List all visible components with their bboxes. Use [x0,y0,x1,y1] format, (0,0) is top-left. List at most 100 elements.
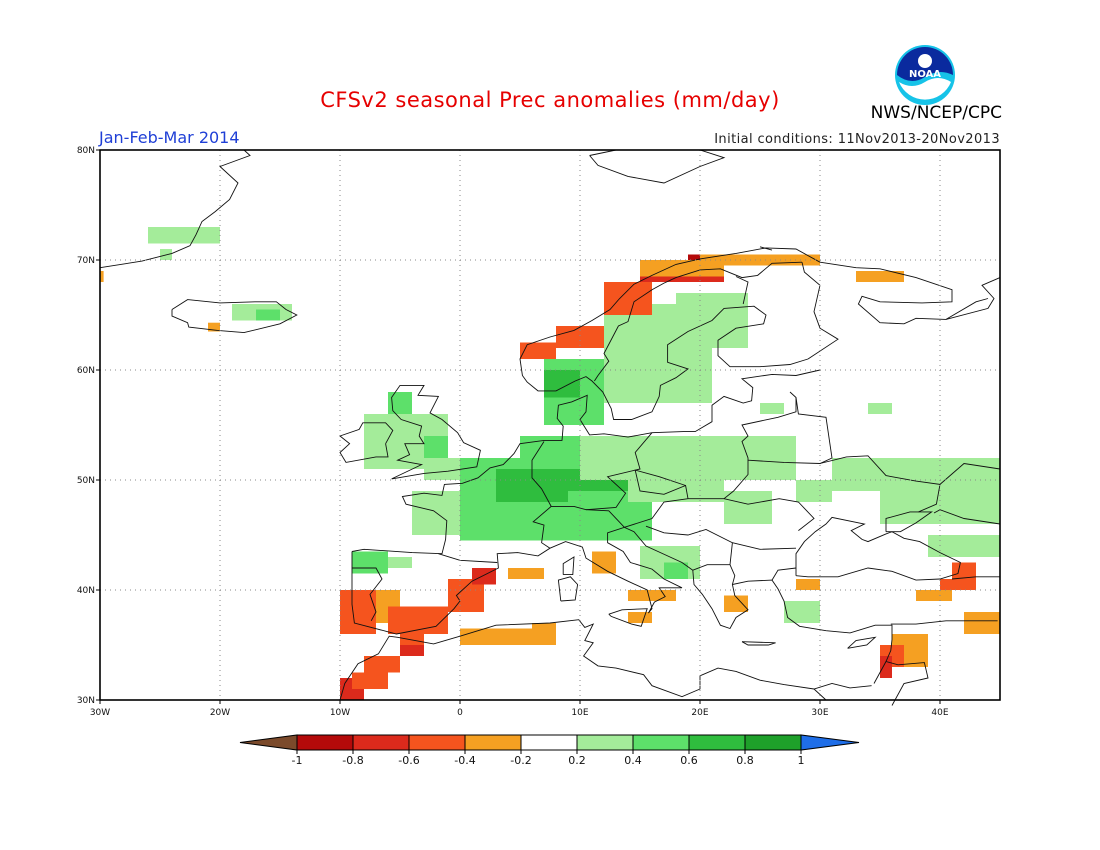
season-label: Jan-Feb-Mar 2014 [99,128,240,147]
coastline [801,262,839,360]
anomaly-patch [796,480,832,502]
coastline [562,556,575,576]
anomaly-patch [868,403,892,414]
anomaly-patch [532,623,556,634]
coastline [933,509,1001,525]
coastline [339,422,394,463]
colorbar-label: -1 [292,754,303,767]
coastline [352,567,383,622]
coastline [890,620,998,625]
colorbar-label: 0.8 [736,754,754,767]
coastline [519,247,821,420]
coastline [759,246,773,251]
lon-tick-label: 10E [571,708,588,718]
colorbar-swatch [632,734,690,751]
coastline [819,455,941,513]
map-gridlines [100,150,1000,700]
anomaly-patch [352,551,388,574]
lon-tick-label: 30E [811,708,828,718]
colorbar-swatch [576,734,634,751]
lon-tick-label: 40E [931,708,948,718]
coastline [438,553,498,563]
lat-tick-label: 70N [77,256,95,266]
map-frame [99,149,1001,701]
coastline [594,261,803,382]
colorbar-swatch [296,734,354,751]
colorbar-label: 0.4 [624,754,642,767]
anomaly-patch [916,590,952,601]
coastline [819,261,1001,325]
anomaly-patch [592,551,616,574]
coastline [589,149,726,184]
coastline [939,463,1001,485]
map-ticks: 30W 20W 10W 0 10E 20E 30E 40E 80N 70N 60N 50N 40N 30N [77,146,949,718]
anomaly-patch [856,271,904,282]
anomaly-patch [784,601,820,623]
noaa-logo: NOAA [895,45,955,105]
colorbar-min-arrow [239,734,298,751]
anomaly-patch [952,562,976,585]
coastline [99,149,251,269]
colorbar-label: 0.6 [680,754,698,767]
anomaly-patch [760,403,784,414]
coastline [585,509,625,528]
colorbar-label: 0.2 [568,754,586,767]
anomaly-patch [556,326,604,348]
coastline [608,608,648,627]
anomaly-patch [400,645,424,656]
agency-label: NWS/NCEP/CPC [870,103,1002,123]
anomaly-patch [928,535,1000,557]
anomaly-patch [628,590,676,601]
colorbar-label: -0.6 [398,754,419,767]
lon-tick-label: 10W [330,708,350,718]
coastline [557,576,579,602]
lat-tick-label: 60N [77,366,95,376]
anomaly-patch [100,271,104,282]
coastline [945,298,989,320]
lat-tick-label: 30N [77,696,95,706]
anomaly-patch [256,309,280,321]
colorbar-swatch [744,734,802,751]
logo-text: NOAA [909,69,941,80]
coastline [885,661,929,706]
coastline [645,525,733,565]
coastline [339,619,872,701]
coastline [771,567,797,581]
anomaly-patch [520,436,580,458]
coastline [885,511,934,533]
coastline [741,641,776,646]
anomaly-patches [100,227,1000,700]
anomaly-patch [796,579,820,590]
anomaly-patch [880,491,1000,524]
anomaly-patch [724,595,748,612]
coastline [813,688,827,701]
lat-tick-label: 40N [77,586,95,596]
lat-tick-label: 50N [77,476,95,486]
anomaly-patch [364,656,400,673]
colorbar-label: -0.2 [510,754,531,767]
anomaly-patch [424,458,460,480]
anomaly-patch [520,342,556,359]
colorbar-swatch [688,734,746,751]
anomaly-patch [724,491,772,524]
anomaly-patch [424,436,448,458]
colorbar-swatch [352,734,410,751]
colorbar-label: -0.8 [342,754,363,767]
anomaly-patch [388,392,412,414]
colorbar-max-arrow [800,734,860,751]
lon-tick-label: 30W [90,708,110,718]
anomaly-patch [880,656,892,678]
anomaly-patch [472,568,496,585]
anomaly-patch [664,562,688,579]
colorbar-label: -0.4 [454,754,475,767]
anomaly-patch [544,370,580,398]
coastline [634,469,689,499]
coastline [351,369,821,555]
anomaly-patch [508,568,544,579]
colorbar-swatch [464,734,522,751]
anomaly-patch [964,612,1000,634]
coastline [732,542,797,550]
coastline [747,397,833,464]
colorbar: -1 -0.8 -0.6 -0.4 -0.2 0.2 0.4 0.6 0.8 1 [239,734,860,767]
